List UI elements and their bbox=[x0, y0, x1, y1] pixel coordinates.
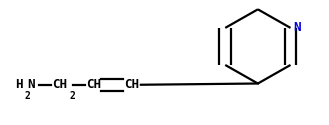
Text: H: H bbox=[15, 78, 23, 91]
Text: CH: CH bbox=[87, 78, 102, 91]
Text: N: N bbox=[28, 78, 35, 91]
Text: 2: 2 bbox=[69, 91, 75, 101]
Text: CH: CH bbox=[52, 78, 67, 91]
Text: CH: CH bbox=[125, 78, 139, 91]
Text: N: N bbox=[293, 21, 301, 34]
Text: 2: 2 bbox=[25, 91, 31, 101]
